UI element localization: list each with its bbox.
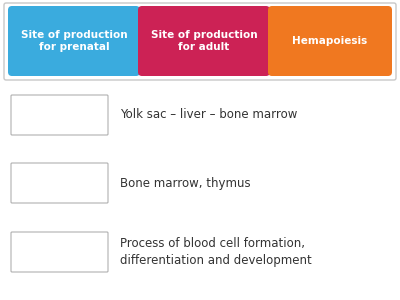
FancyBboxPatch shape <box>11 232 108 272</box>
Text: Hemapoiesis: Hemapoiesis <box>292 36 368 46</box>
FancyBboxPatch shape <box>4 3 396 80</box>
FancyBboxPatch shape <box>8 6 140 76</box>
Text: Yolk sac – liver – bone marrow: Yolk sac – liver – bone marrow <box>120 109 297 122</box>
Text: Process of blood cell formation,
differentiation and development: Process of blood cell formation, differe… <box>120 237 312 267</box>
FancyBboxPatch shape <box>138 6 270 76</box>
Text: Site of production
for adult: Site of production for adult <box>151 30 257 52</box>
Text: Site of production
for prenatal: Site of production for prenatal <box>21 30 127 52</box>
FancyBboxPatch shape <box>268 6 392 76</box>
Text: Bone marrow, thymus: Bone marrow, thymus <box>120 176 251 190</box>
FancyBboxPatch shape <box>11 95 108 135</box>
FancyBboxPatch shape <box>11 163 108 203</box>
